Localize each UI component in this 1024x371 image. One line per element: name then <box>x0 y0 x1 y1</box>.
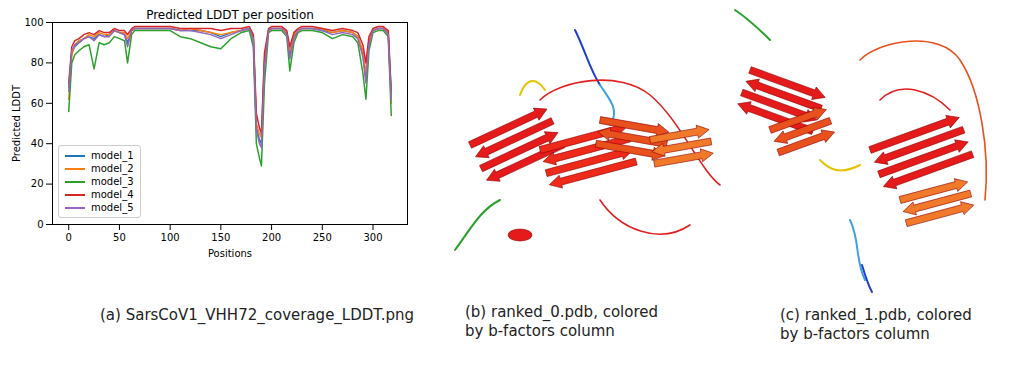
html-text:by b-factors column: by b-factors column <box>780 325 930 343</box>
html-text:by b-factors column: by b-factors column <box>465 322 615 340</box>
html-text:model_2: model_2 <box>91 163 134 174</box>
html-text:model_3: model_3 <box>91 176 134 187</box>
svg-text:Predicted LDDT per position: Predicted LDDT per position <box>146 8 314 22</box>
svg-text:0: 0 <box>37 219 43 230</box>
svg-text:Positions: Positions <box>208 248 252 259</box>
svg-text:Predicted LDDT: Predicted LDDT <box>11 84 22 162</box>
html-text:model_1: model_1 <box>91 150 134 161</box>
svg-text:0: 0 <box>66 232 72 243</box>
svg-text:200: 200 <box>262 232 281 243</box>
svg-text:100: 100 <box>24 17 43 28</box>
svg-text:80: 80 <box>31 57 44 68</box>
svg-text:20: 20 <box>31 178 44 189</box>
html-text:(c) ranked_1.pdb, colored: (c) ranked_1.pdb, colored <box>780 306 972 324</box>
svg-text:250: 250 <box>313 232 332 243</box>
html-text:(b) ranked_0.pdb, colored: (b) ranked_0.pdb, colored <box>465 303 658 321</box>
svg-text:40: 40 <box>31 138 44 149</box>
html-text:(a) SarsCoV1_VHH72_coverage_LD: (a) SarsCoV1_VHH72_coverage_LDDT.png <box>100 306 414 324</box>
svg-text:60: 60 <box>31 98 44 109</box>
html-text:model_5: model_5 <box>91 202 134 213</box>
svg-text:100: 100 <box>161 232 180 243</box>
svg-text:50: 50 <box>113 232 126 243</box>
svg-text:300: 300 <box>363 232 382 243</box>
svg-text:150: 150 <box>211 232 230 243</box>
html-text:model_4: model_4 <box>91 189 134 200</box>
